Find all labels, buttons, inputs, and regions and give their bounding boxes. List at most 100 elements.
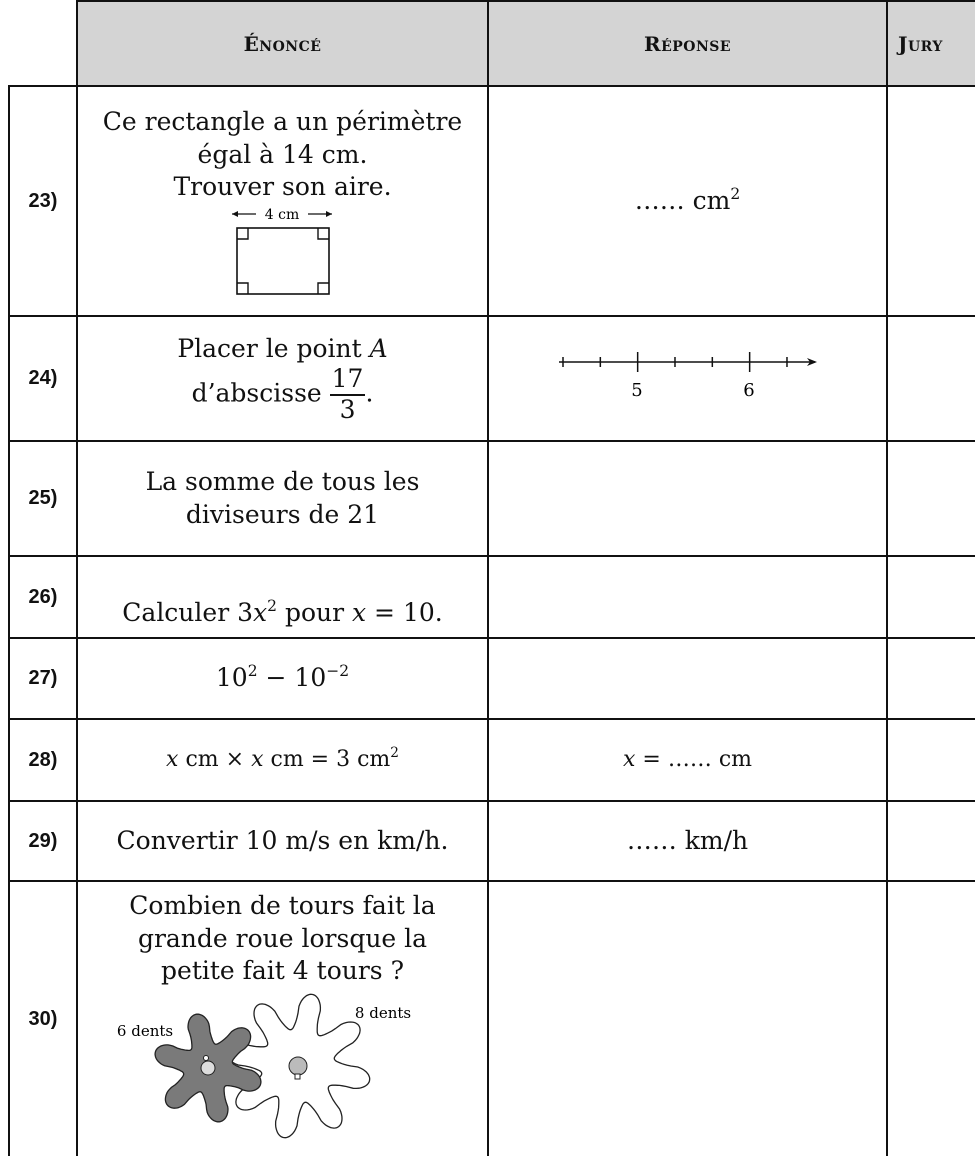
jury-cell <box>886 85 975 317</box>
dots: …… <box>634 185 685 215</box>
var: x <box>251 746 264 772</box>
text: cm = 3 cm <box>263 746 391 772</box>
answer <box>487 555 888 639</box>
answer <box>487 880 888 1156</box>
row: 24) Placer le point A d’abscisse 17 3. 5 … <box>8 315 975 442</box>
row: 23) Ce rectangle a un périmètre égal à 1… <box>8 85 975 317</box>
row-number: 24) <box>8 315 78 442</box>
quiz-table: Énoncé Réponse Jury 23) Ce rectangle a u… <box>8 0 975 1156</box>
text: = …… cm <box>635 746 753 772</box>
line: égal à 14 cm. <box>197 139 368 169</box>
answer: x = …… cm <box>487 718 888 802</box>
rectangle-figure: 4 cm <box>231 207 332 295</box>
row: 27) 102 − 10−2 <box>8 637 975 720</box>
answer <box>487 440 888 557</box>
header-statement: Énoncé <box>76 0 489 87</box>
statement: Combien de tours fait la grande roue lor… <box>76 880 489 1156</box>
jury-cell <box>886 718 975 802</box>
gear-key <box>294 1073 300 1079</box>
header-jury: Jury <box>886 0 975 87</box>
exponent: 2 <box>730 184 741 203</box>
jury-cell <box>886 800 975 882</box>
line: Placer le point A <box>78 333 487 366</box>
exponent: 2 <box>390 744 399 761</box>
line: grande roue lorsque la <box>137 923 428 953</box>
text: = 10. <box>366 597 443 627</box>
text: d’abscisse <box>191 378 330 408</box>
statement: Ce rectangle a un périmètre égal à 14 cm… <box>76 85 489 317</box>
var: A <box>369 333 388 363</box>
text: . <box>365 378 374 408</box>
right-angles <box>236 227 329 294</box>
line: petite fait 4 tours ? <box>161 956 404 985</box>
gear-label: 8 dents <box>354 1004 410 1022</box>
figure-label: 4 cm <box>264 207 298 223</box>
gear-hub <box>200 1060 215 1075</box>
text: − 10 <box>257 663 327 693</box>
arrowhead <box>231 210 238 217</box>
row: 26) Calculer 3x2 pour x = 10. <box>8 555 975 639</box>
row-number: 30) <box>8 880 78 1156</box>
row-number: 29) <box>8 800 78 882</box>
answer: 5 6 <box>487 315 888 442</box>
line: Trouver son aire. <box>173 172 392 202</box>
exponent: 2 <box>247 662 258 681</box>
row: 30) Combien de tours fait la grande roue… <box>8 880 975 1156</box>
tick-label: 6 <box>743 380 754 401</box>
text: Placer le point <box>177 333 370 363</box>
row-number: 23) <box>8 85 78 317</box>
row-number: 26) <box>8 555 78 639</box>
var: x <box>352 597 367 627</box>
row: 25) La somme de tous les diviseurs de 21 <box>8 440 975 557</box>
exponent: −2 <box>326 662 350 681</box>
header-answer: Réponse <box>487 0 888 87</box>
row-number: 25) <box>8 440 78 557</box>
row: 28) x cm × x cm = 3 cm2 x = …… cm <box>8 718 975 802</box>
row-number: 27) <box>8 637 78 720</box>
text: 10 <box>215 663 248 693</box>
gear-label: 6 dents <box>116 1022 172 1040</box>
blank-cell <box>9 1 78 87</box>
statement: La somme de tous les diviseurs de 21 <box>76 440 489 557</box>
statement: Placer le point A d’abscisse 17 3. <box>76 315 489 442</box>
jury-cell <box>886 440 975 557</box>
text: pour <box>277 597 352 627</box>
jury-cell <box>886 880 975 1156</box>
jury-cell <box>886 315 975 442</box>
line: La somme de tous les <box>145 467 420 496</box>
fraction: 17 3 <box>329 364 366 425</box>
jury-cell <box>886 555 975 639</box>
text: cm × <box>178 746 252 772</box>
text: Calculer 3 <box>122 597 254 627</box>
exponent: 2 <box>267 596 277 615</box>
var: x <box>166 746 179 772</box>
statement: 102 − 10−2 <box>76 637 489 720</box>
line: Combien de tours fait la <box>129 891 436 920</box>
row-number: 28) <box>8 718 78 802</box>
answer <box>487 637 888 720</box>
arrowhead <box>806 357 817 366</box>
statement: Convertir 10 m/s en km/h. <box>76 800 489 882</box>
numerator: 17 <box>329 364 366 396</box>
jury-cell <box>886 637 975 720</box>
rectangle <box>235 226 330 295</box>
unit: cm <box>684 185 731 215</box>
tick-label: 5 <box>631 380 642 401</box>
header-row: Énoncé Réponse Jury <box>9 0 975 87</box>
answer: …… cm2 <box>487 85 888 317</box>
arrowhead <box>325 210 332 217</box>
number-line: 5 6 <box>558 351 817 401</box>
denominator: 3 <box>339 394 356 424</box>
line: d’abscisse 17 3. <box>78 364 487 425</box>
line: diviseurs de 21 <box>185 499 380 529</box>
gear-hub <box>288 1056 307 1075</box>
answer: …… km/h <box>487 800 888 882</box>
statement: Calculer 3x2 pour x = 10. <box>76 555 489 639</box>
gears-figure: 6 dents 8 dents <box>116 993 411 1138</box>
var: x <box>622 746 636 772</box>
var: x <box>253 597 268 627</box>
statement: x cm × x cm = 3 cm2 <box>76 718 489 802</box>
line: Ce rectangle a un périmètre <box>102 107 463 137</box>
row: 29) Convertir 10 m/s en km/h. …… km/h <box>8 800 975 882</box>
